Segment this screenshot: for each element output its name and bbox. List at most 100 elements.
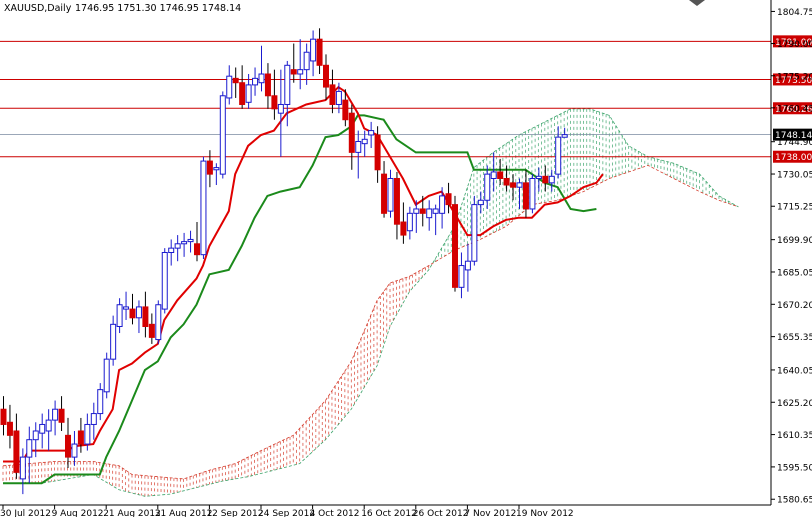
candle-body (97, 389, 104, 415)
senkou-span-b (3, 108, 739, 497)
candle-body (77, 430, 84, 445)
time-tick-label: 7 Nov 2012 (464, 509, 516, 517)
candle-body (116, 304, 123, 328)
candle-body (335, 90, 342, 105)
candle-body (226, 75, 233, 99)
candle-body (90, 413, 97, 425)
scroll-marker-icon[interactable] (689, 0, 705, 6)
candle (264, 63, 271, 109)
candle (232, 67, 239, 98)
candle-body (484, 173, 491, 201)
candle (213, 163, 220, 186)
candle-body (387, 177, 394, 212)
candle (71, 430, 78, 466)
ichimoku-cloud (2, 108, 739, 497)
time-tick-label: 31 Aug 2012 (155, 509, 213, 517)
candle-body (103, 358, 110, 393)
price-tick-label: 1655.35 (777, 333, 812, 343)
candle (432, 204, 439, 236)
candle (194, 222, 200, 262)
candle-body (432, 208, 439, 214)
candle (342, 89, 349, 127)
candle-body (219, 95, 226, 175)
candle (77, 417, 84, 453)
candle (226, 65, 233, 105)
candle (439, 187, 446, 229)
time-tick-label: 19 Nov 2012 (516, 509, 574, 517)
candle (542, 165, 549, 192)
candle-body (129, 308, 136, 319)
candle-body (32, 430, 39, 441)
price-tick-label: 1580.65 (777, 496, 812, 506)
candle-body (522, 182, 529, 210)
tenkan-sen-line (3, 85, 604, 463)
candle-body (65, 434, 71, 458)
time-tick-label: 9 Aug 2012 (52, 509, 104, 517)
candle-body (419, 208, 426, 214)
candle (206, 150, 213, 188)
candle (6, 404, 13, 449)
candle (90, 402, 97, 440)
candle-body (161, 252, 168, 310)
candle-body (529, 177, 536, 210)
candle-body (503, 177, 510, 186)
candle (477, 191, 484, 214)
candle-body (206, 160, 213, 175)
level-label-box (773, 102, 812, 115)
candle (497, 158, 504, 186)
candle (361, 130, 368, 157)
candle (123, 291, 130, 320)
candle-body (535, 175, 542, 179)
candle-body (439, 195, 446, 214)
candle (245, 74, 252, 109)
candle-body (245, 84, 252, 103)
candle (310, 30, 317, 77)
candle (303, 43, 310, 85)
candle (323, 54, 329, 101)
level-label-box (773, 35, 812, 48)
candle (490, 152, 497, 192)
time-tick-label: 26 Oct 2012 (413, 509, 469, 517)
candle (419, 195, 426, 227)
candle (168, 239, 175, 266)
candle (129, 293, 136, 325)
candle (426, 200, 433, 231)
candle-body (0, 408, 7, 425)
candle-body (213, 167, 220, 171)
candle (0, 396, 7, 436)
candle-body (6, 421, 13, 436)
candle-body (316, 38, 323, 66)
candle-body (252, 77, 259, 86)
candle (458, 252, 465, 299)
candle (348, 104, 355, 170)
price-axis: 1804.75 1790.00 1775.20 1760.45 1744.90 1730.… (770, 0, 812, 506)
candle-body (348, 112, 355, 153)
candle-body (135, 306, 142, 319)
candle-body (548, 175, 555, 184)
price-tick-label: 1670.20 (777, 301, 812, 311)
candle-body (452, 204, 458, 288)
candle (406, 206, 413, 240)
candle-body (258, 73, 265, 84)
time-tick-label: 21 Aug 2012 (103, 509, 161, 517)
candle-body (368, 130, 375, 136)
candle-body (555, 136, 562, 175)
candle-body (110, 323, 117, 360)
candle-body (464, 260, 471, 271)
candle-body (490, 171, 497, 179)
candle (65, 417, 71, 468)
candle-body (200, 160, 207, 256)
candle (258, 45, 265, 92)
candle (522, 169, 529, 218)
candle (219, 91, 226, 179)
candle-body (84, 423, 91, 445)
time-tick-label: 24 Sep 2012 (258, 509, 315, 517)
price-tick-label: 1804.75 (777, 8, 812, 18)
candle-body (39, 423, 46, 434)
candle (297, 39, 304, 90)
candle (52, 400, 59, 436)
candle-body (342, 99, 349, 121)
ohlc-readout: 1746.95 1751.30 1746.95 1748.14 (75, 3, 241, 14)
candle-body (174, 243, 181, 249)
